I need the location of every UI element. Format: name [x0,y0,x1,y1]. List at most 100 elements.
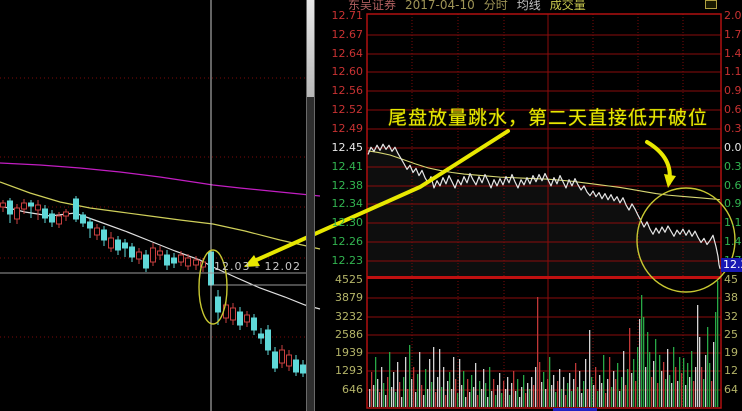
volume-bar [391,387,393,407]
candle-body [63,211,69,217]
volume-bar [565,395,567,407]
axis-label: 1293 [335,364,363,377]
volume-bar [501,393,503,407]
candle-body [143,254,149,269]
candle-body [129,246,135,258]
candle-body [185,257,191,267]
volume-bar [495,395,497,407]
scrollbar-thumb[interactable] [307,0,314,97]
volume-bar [629,328,631,407]
volume-bar [427,389,429,407]
volume-bar [583,381,585,407]
candle-body [21,202,27,210]
volume-bar [661,371,663,407]
axis-label: 12.34 [331,197,364,210]
volume-bar [399,382,401,407]
volume-bar [701,367,703,407]
volume-bar [477,395,479,407]
candle-body [193,259,199,266]
volume-bar [417,374,419,407]
candle-body [42,208,48,219]
volume-bar [639,319,641,407]
crosshair-readout: 12.03 - 12.02 [214,260,301,273]
volume-bar [481,389,483,407]
axis-label: 38 [724,291,738,304]
volume-bar [677,381,679,407]
volume-bar [451,389,453,407]
volume-bar [445,395,447,407]
axis-label: 3879 [335,291,363,304]
volume-bar [441,387,443,407]
volume-bar [541,382,543,407]
volume-bar [635,381,637,407]
volume-bar [539,362,541,407]
candle-body [28,202,34,207]
volume-bar [653,361,655,407]
volume-bar [393,372,395,407]
axis-label: 2586 [335,328,363,341]
volume-bar [637,347,639,407]
title-token: 分时 [483,0,508,12]
candle-body [35,204,41,211]
axis-label: 1.4 [724,235,742,248]
volume-bar [473,387,475,407]
candle-body [230,307,236,321]
volume-bar [465,397,467,407]
volume-bar [475,363,477,407]
price-axis-right: 2.0 1.7 1.4 1.1 0.9 0.6 0.3 0.0 0.3 0.6 0.9 1.1 1.4 1… [723,0,742,411]
volume-bar [617,363,619,407]
volume-bar [449,372,451,407]
scrollbar[interactable] [306,0,315,411]
current-price-badge: 12.2 [721,258,742,272]
volume-bar [631,373,633,407]
axis-label: 3232 [335,310,363,323]
volume-bar [591,377,593,407]
candle-body [157,250,163,256]
volume-bar [383,383,385,407]
axis-label: 12.23 [331,254,364,267]
volume-bar [587,389,589,407]
volume-bar [695,367,697,407]
volume-bar [461,385,463,407]
volume-bar [493,379,495,407]
volume-bar [409,345,411,407]
volume-bar [623,351,625,407]
candle-body [150,247,156,263]
window-restore-icon[interactable] [705,0,717,9]
volume-bar [621,377,623,407]
volume-bar [431,382,433,407]
volume-bar [689,377,691,407]
volume-bar [699,337,701,407]
volume-bar [503,381,505,407]
candle-body [279,349,285,364]
volume-bar [687,363,689,407]
volume-bar [411,379,413,407]
title-token: 2017-04-10 [405,0,475,12]
volume-bar [715,312,717,407]
volume-bar [403,377,405,407]
volume-bar [651,377,653,407]
volume-bar [603,355,605,407]
volume-bar [585,359,587,407]
axis-label: 12.26 [331,235,364,248]
volume-bar [593,385,595,407]
candle-body [0,202,6,208]
volume-bar [373,385,375,407]
axis-label: 1.1 [724,65,742,78]
axis-label: 12.67 [331,28,364,41]
volume-bar [459,359,461,407]
volume-bar [693,381,695,407]
volume-bar [415,392,417,407]
candle-body [164,254,170,266]
axis-label: 0.9 [724,197,742,210]
volume-bar [615,379,617,407]
time-highlight [553,408,597,411]
candle-body [272,351,278,369]
axis-label: 45 [724,273,738,286]
volume-bar [683,358,685,407]
title-token: 均线 [516,0,541,12]
volume-bar [375,357,377,407]
volume-bar [435,392,437,407]
candle-body [300,364,306,374]
